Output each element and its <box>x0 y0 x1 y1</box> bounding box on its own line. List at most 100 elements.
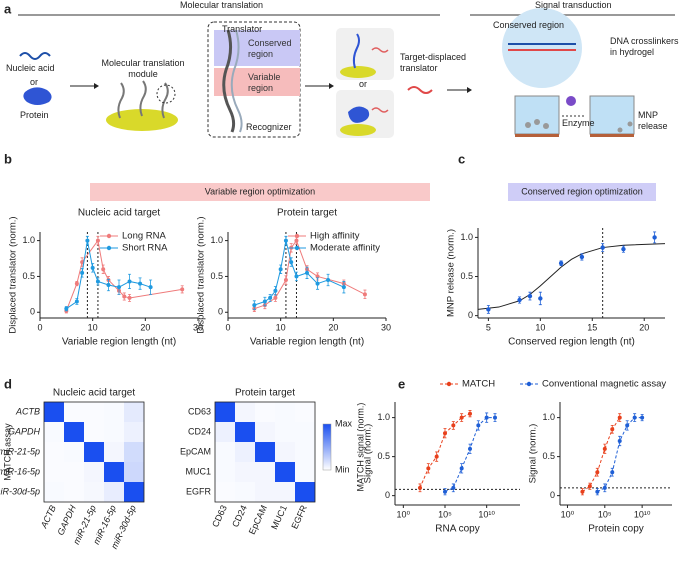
series-line <box>419 413 471 489</box>
data-point <box>278 267 283 272</box>
data-point <box>326 278 331 283</box>
heatmap-cell <box>295 402 315 422</box>
data-point <box>617 415 622 420</box>
y-tick-label: 0 <box>468 310 473 320</box>
heatmap-cell <box>235 462 255 482</box>
heatmap-cell <box>44 422 64 442</box>
heatmap-cell <box>215 482 235 502</box>
enzyme-label: Enzyme <box>562 118 595 128</box>
heatmap-cell <box>64 422 84 442</box>
data-point <box>74 299 79 304</box>
row-label: EGFR <box>186 486 212 496</box>
legend-label: Short RNA <box>122 243 168 254</box>
data-point <box>443 431 447 436</box>
data-point <box>527 293 533 299</box>
release-label: MNP release <box>638 110 668 131</box>
row-label: miR-16-5p <box>0 466 40 476</box>
data-point <box>493 415 497 420</box>
column-label: MUC1 <box>269 504 289 531</box>
translator-label: Translator <box>222 24 263 34</box>
chart-title: Nucleic acid target <box>78 208 160 219</box>
data-point <box>80 260 85 265</box>
data-point <box>595 489 600 494</box>
or-label: or <box>359 79 368 89</box>
x-tick-label: 20 <box>140 322 150 332</box>
row-label: CD24 <box>188 426 211 436</box>
heatmap-cell <box>275 422 295 442</box>
heatmap-cell <box>235 482 255 502</box>
column-label: ACTB <box>38 504 58 531</box>
data-point <box>117 285 121 290</box>
input-label: Nucleic acid <box>6 63 55 73</box>
data-point <box>579 254 585 260</box>
x-tick-label: 30 <box>381 322 391 332</box>
x-tick-label: 0 <box>37 322 42 332</box>
legend-label: High affinity <box>310 231 360 242</box>
x-tick-label: 10 <box>535 322 545 332</box>
data-point <box>294 274 299 279</box>
heatmap-cell <box>255 462 275 482</box>
x-tick-label: 10¹⁰ <box>634 509 651 519</box>
data-point <box>122 294 127 299</box>
recognizer-label: Recognizer <box>246 122 292 132</box>
heatmap-cell <box>104 422 124 442</box>
section-title: Molecular translation <box>180 0 264 10</box>
y-tick-label: 0.5 <box>377 451 390 461</box>
heatmap-cell <box>235 442 255 462</box>
y-tick-label: 0 <box>385 490 390 500</box>
translator-icon <box>407 86 433 94</box>
data-point <box>600 245 605 250</box>
x-axis-label: Protein copy <box>588 524 644 535</box>
y-tick-label: 0.5 <box>22 271 35 281</box>
data-point <box>268 295 273 300</box>
enzyme-icon <box>566 96 576 106</box>
legend-marker <box>294 233 300 239</box>
data-point <box>418 485 422 490</box>
y-axis-label: MATCH assay <box>2 423 12 481</box>
y-axis-label: Signal (norm.) <box>528 424 539 484</box>
data-point <box>180 287 185 292</box>
panel-label: a <box>4 1 12 16</box>
variable-region <box>214 68 300 96</box>
heatmap-cell <box>84 462 104 482</box>
data-point <box>95 279 100 284</box>
legend-marker <box>106 233 112 239</box>
heatmap-cell <box>124 462 144 482</box>
data-point <box>595 470 600 475</box>
chart-title: Protein target <box>277 208 337 219</box>
heatmap-cell <box>215 402 235 422</box>
tube <box>589 95 635 135</box>
module-strands <box>117 80 169 119</box>
panel-label: c <box>458 151 465 166</box>
data-point <box>468 411 472 416</box>
chart-title: Nucleic acid target <box>53 388 135 399</box>
y-tick-label: 0 <box>550 490 555 500</box>
y-tick-label: 0.5 <box>460 271 473 281</box>
y-tick-label: 1.0 <box>210 235 223 245</box>
displaced-label: Target-displaced translator <box>400 52 467 73</box>
heatmap-cell <box>104 462 124 482</box>
data-point <box>587 484 592 489</box>
data-point <box>64 306 69 311</box>
column-label: EGFR <box>289 503 309 530</box>
data-point <box>558 261 564 266</box>
heatmap-cell <box>215 422 235 442</box>
heatmap-cell <box>64 462 84 482</box>
header-box <box>90 183 430 201</box>
heatmap-cell <box>275 442 295 462</box>
heatmap-cell <box>295 462 315 482</box>
heatmap-cell <box>295 442 315 462</box>
data-point <box>294 238 299 243</box>
data-point <box>580 489 585 494</box>
data-point <box>273 295 278 300</box>
x-tick-label: 20 <box>639 322 649 332</box>
panel-label: b <box>4 151 12 166</box>
legend-label: MATCH <box>462 379 495 390</box>
arrow-head <box>329 83 334 89</box>
released-translator <box>371 47 389 113</box>
y-tick-label: 0.5 <box>210 271 223 281</box>
heatmap-cell <box>235 402 255 422</box>
heatmap-cell <box>215 442 235 462</box>
y-tick-label: 1.0 <box>460 232 473 242</box>
tube-base <box>590 134 634 137</box>
